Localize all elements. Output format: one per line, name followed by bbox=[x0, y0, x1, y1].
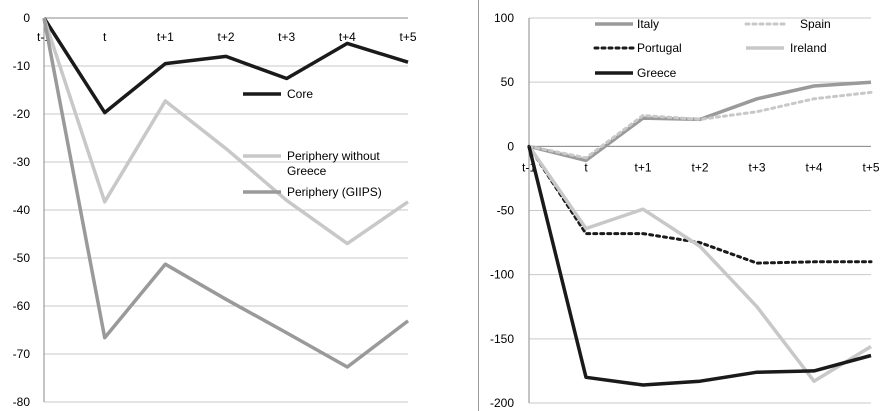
y-tick-label: -200 bbox=[490, 396, 514, 410]
y-tick-label: -70 bbox=[13, 347, 31, 361]
y-tick-label: 0 bbox=[507, 139, 514, 153]
x-tick-label: t+1 bbox=[157, 30, 174, 44]
series-line-greece bbox=[527, 145, 872, 387]
series-line-periphery-without-greece bbox=[42, 17, 409, 246]
y-tick-label: 0 bbox=[23, 11, 30, 25]
legend-label: Core bbox=[287, 87, 313, 101]
series-line-italy bbox=[528, 80, 872, 163]
legend-label-line: Greece bbox=[287, 164, 327, 178]
legend-label: Periphery without Greece bbox=[287, 149, 380, 178]
legend-label: Spain bbox=[800, 17, 831, 31]
y-tick-label: -30 bbox=[13, 155, 31, 169]
x-tick-label: t+5 bbox=[862, 160, 879, 174]
y-tick-label: 100 bbox=[494, 11, 514, 25]
panel-divider bbox=[478, 0, 479, 411]
series-line-ireland bbox=[527, 145, 872, 383]
series-line-periphery-giips- bbox=[42, 17, 410, 369]
x-tick-label: t+3 bbox=[278, 30, 295, 44]
x-tick-label: t+5 bbox=[399, 30, 416, 44]
legend-label: Portugal bbox=[637, 41, 682, 55]
x-tick-label: t bbox=[103, 30, 107, 44]
y-tick-label: -50 bbox=[497, 204, 515, 218]
left-line-chart: 0-10-20-30-40-50-60-70-80t-1 t t+1 t+2 t+3 t+… bbox=[13, 11, 417, 409]
series-line-spain bbox=[527, 90, 873, 160]
y-tick-label: -50 bbox=[13, 251, 31, 265]
x-tick-label: t+3 bbox=[748, 160, 765, 174]
legend-label: Italy bbox=[637, 17, 659, 31]
y-tick-label: -150 bbox=[490, 332, 514, 346]
legend-label: Greece bbox=[637, 66, 677, 80]
y-tick-label: -40 bbox=[13, 203, 31, 217]
x-tick-label: t+2 bbox=[217, 30, 234, 44]
x-tick-label: t+4 bbox=[339, 30, 356, 44]
y-tick-label: -60 bbox=[13, 299, 31, 313]
y-tick-label: -10 bbox=[13, 59, 31, 73]
legend-label: Ireland bbox=[790, 41, 827, 55]
y-tick-label: -100 bbox=[490, 268, 514, 282]
x-tick-label: t bbox=[584, 160, 588, 174]
x-tick-label: t+4 bbox=[805, 160, 822, 174]
series-line-core bbox=[42, 17, 409, 115]
y-tick-label: -20 bbox=[13, 107, 31, 121]
legend-label-line: Periphery without bbox=[287, 149, 380, 163]
legend-label: Periphery (GIIPS) bbox=[287, 185, 382, 199]
y-tick-label: -80 bbox=[13, 395, 31, 409]
series-line-portugal bbox=[527, 144, 873, 265]
y-tick-label: 50 bbox=[501, 75, 515, 89]
x-tick-label: t+2 bbox=[691, 160, 708, 174]
x-tick-label: t+1 bbox=[634, 160, 651, 174]
